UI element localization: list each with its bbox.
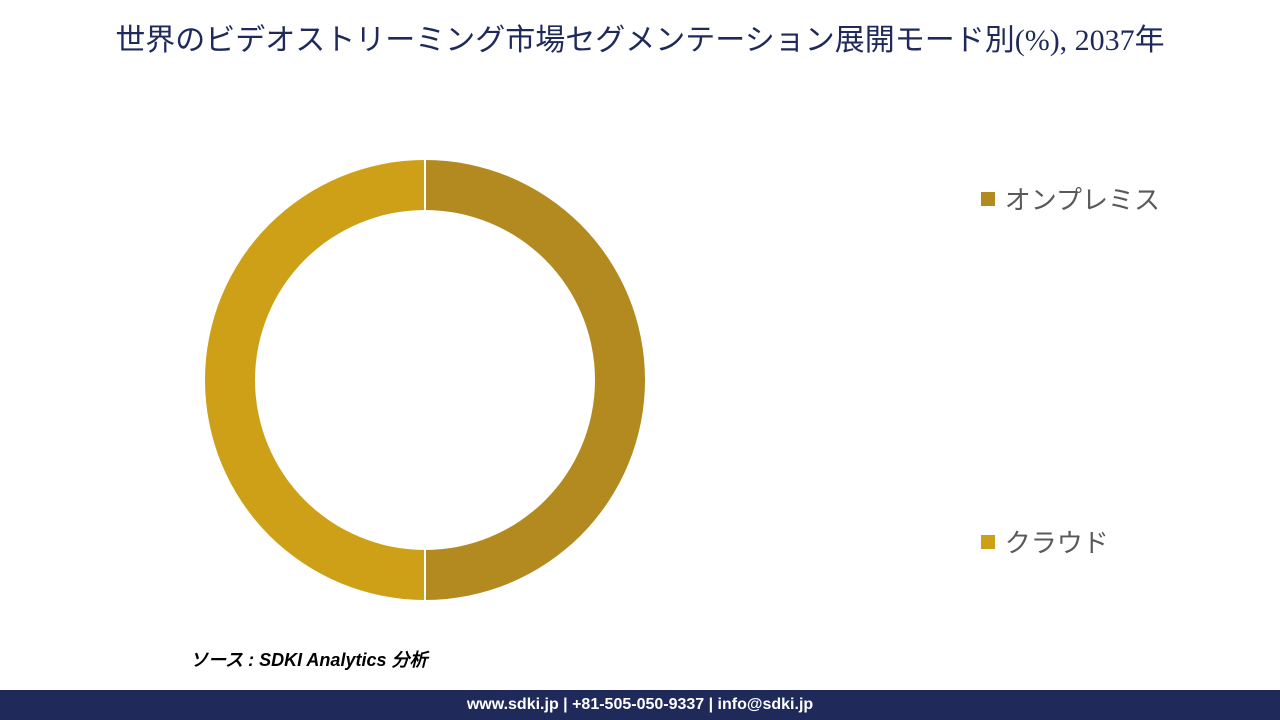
donut-slice [425,160,645,600]
legend-label: クラウド [1005,523,1109,560]
chart-title: 世界のビデオストリーミング市場セグメンテーション展開モード別(%), 2037年 [0,0,1280,72]
footer-contact: www.sdki.jp | +81-505-050-9337 | info@sd… [0,690,1280,720]
legend: オンプレミス クラウド [981,180,1160,560]
legend-label: オンプレミス [1005,180,1160,217]
legend-item-cloud: クラウド [981,523,1160,560]
donut-chart [200,155,650,605]
chart-area [0,120,850,640]
legend-item-onpremise: オンプレミス [981,180,1160,217]
donut-slice [205,160,425,600]
legend-marker-icon [981,192,995,206]
legend-marker-icon [981,535,995,549]
source-attribution: ソース : SDKI Analytics 分析 [190,646,427,672]
